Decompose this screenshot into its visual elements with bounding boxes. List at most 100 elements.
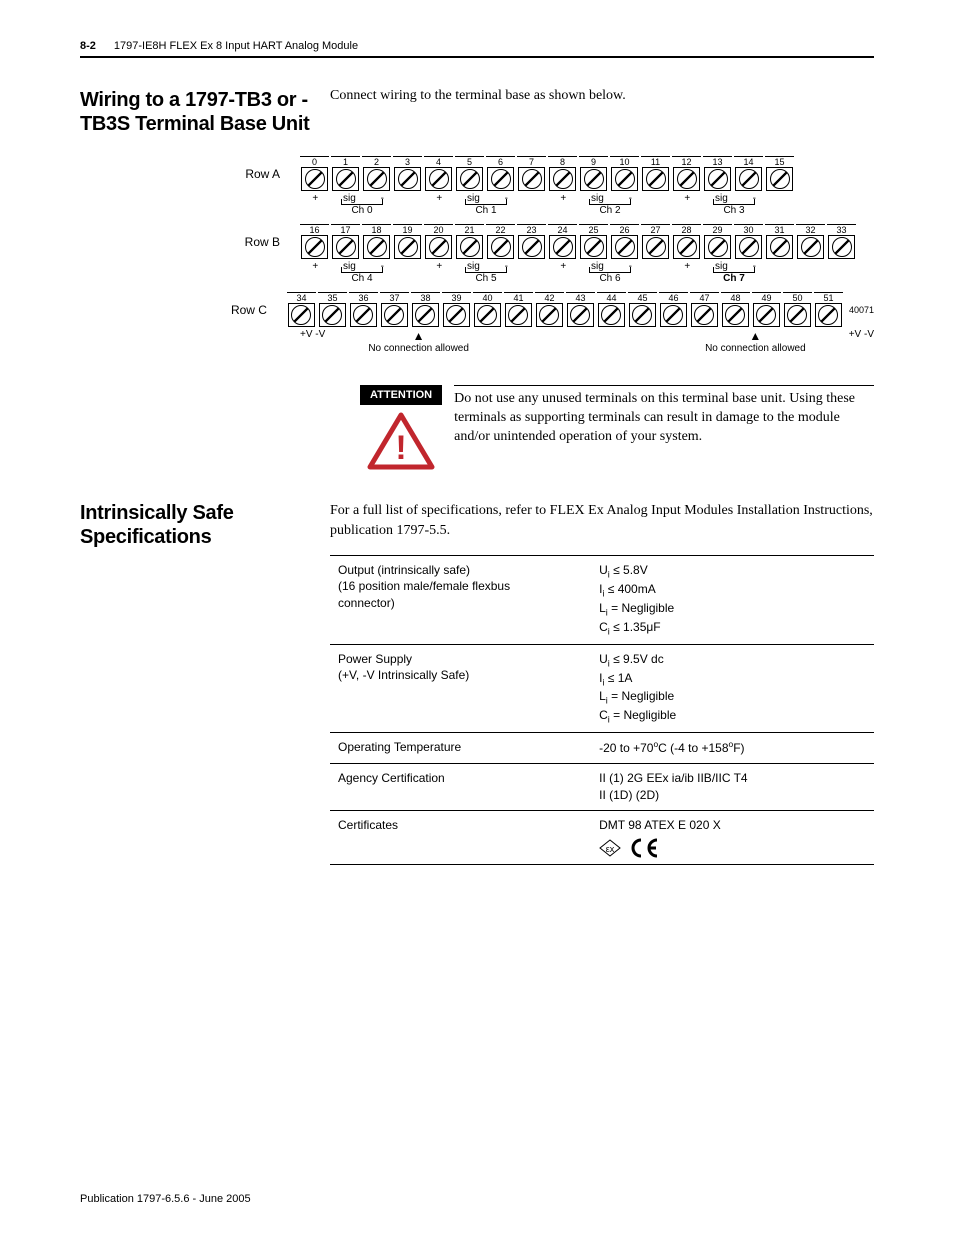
terminal-35: 35: [318, 292, 347, 327]
terminal-46: 46: [659, 292, 688, 327]
page-number: 8-2: [80, 40, 96, 52]
terminal-19: 19: [393, 224, 422, 259]
terminal-36: 36: [349, 292, 378, 327]
row-b-sig: +sig- +sig- +sig- +sig-: [300, 261, 874, 272]
no-conn-right: ▲ No connection allowed: [696, 329, 815, 355]
specs-title: Intrinsically Safe Specifications: [80, 501, 310, 549]
specs-section: Intrinsically Safe Specifications For a …: [80, 501, 874, 864]
row-c: Row C 3435363738394041424344454647484950…: [80, 292, 874, 327]
terminal-48: 48: [721, 292, 750, 327]
terminal-40: 40: [473, 292, 502, 327]
no-conn-text-right: No connection allowed: [696, 343, 815, 355]
attention-left: ATTENTION !: [360, 385, 442, 471]
spec-value: -20 to +70oC (-4 to +158oF): [591, 733, 874, 764]
terminal-7: 7: [517, 156, 546, 191]
rowc-right-v: +V -V: [815, 329, 874, 340]
spec-label: Output (intrinsically safe)(16 position …: [330, 555, 591, 644]
row-a: Row A 0123456789101112131415: [80, 156, 874, 191]
spec-value: Ui ≤ 5.8VIi ≤ 400mALi = NegligibleCi ≤ 1…: [591, 555, 874, 644]
terminal-9: 9: [579, 156, 608, 191]
table-row: Operating Temperature-20 to +70oC (-4 to…: [330, 733, 874, 764]
terminal-39: 39: [442, 292, 471, 327]
spec-label: Agency Certification: [330, 764, 591, 811]
terminal-4: 4: [424, 156, 453, 191]
attention-badge: ATTENTION: [360, 385, 442, 405]
terminal-25: 25: [579, 224, 608, 259]
terminal-18: 18: [362, 224, 391, 259]
terminal-22: 22: [486, 224, 515, 259]
terminal-47: 47: [690, 292, 719, 327]
svg-text:εx: εx: [606, 844, 615, 854]
arrow-up-icon: ▲: [359, 329, 478, 343]
footer: Publication 1797-6.5.6 - June 2005: [80, 1193, 251, 1205]
attention-text: Do not use any unused terminals on this …: [454, 385, 874, 447]
terminal-6: 6: [486, 156, 515, 191]
terminal-29: 29: [703, 224, 732, 259]
attention-block: ATTENTION ! Do not use any unused termin…: [360, 385, 874, 471]
terminal-50: 50: [783, 292, 812, 327]
spec-label: Certificates: [330, 810, 591, 864]
specs-table: Output (intrinsically safe)(16 position …: [330, 555, 874, 865]
terminal-21: 21: [455, 224, 484, 259]
spec-label: Power Supply (+V, -V Intrinsically Safe): [330, 644, 591, 733]
warning-triangle-icon: !: [366, 411, 436, 471]
row-c-labels: +V -V ▲ No connection allowed ▲ No conne…: [300, 329, 874, 355]
wiring-section: Wiring to a 1797-TB3 or -TB3S Terminal B…: [80, 88, 874, 136]
terminal-49: 49: [752, 292, 781, 327]
terminal-51: 51: [814, 292, 843, 327]
page: 8-2 1797-IE8H FLEX Ex 8 Input HART Analo…: [0, 0, 954, 1235]
spec-value: DMT 98 ATEX E 020 Xεx: [591, 810, 874, 864]
terminal-32: 32: [796, 224, 825, 259]
terminal-27: 27: [641, 224, 670, 259]
terminal-26: 26: [610, 224, 639, 259]
terminal-3: 3: [393, 156, 422, 191]
terminal-33: 33: [827, 224, 856, 259]
arrow-up-icon: ▲: [696, 329, 815, 343]
terminal-43: 43: [566, 292, 595, 327]
terminal-37: 37: [380, 292, 409, 327]
terminal-2: 2: [362, 156, 391, 191]
row-b-label: Row B: [80, 235, 300, 249]
terminal-44: 44: [597, 292, 626, 327]
terminal-10: 10: [610, 156, 639, 191]
row-b: Row B 1617181920212223242526272829303132…: [80, 224, 874, 259]
terminal-23: 23: [517, 224, 546, 259]
no-conn-text-left: No connection allowed: [359, 343, 478, 355]
terminal-8: 8: [548, 156, 577, 191]
svg-text:!: !: [395, 429, 406, 467]
table-row: Agency CertificationII (1) 2G EEx ia/ib …: [330, 764, 874, 811]
ex-mark-icon: εx: [599, 839, 621, 857]
diagram-code: 40071: [849, 305, 874, 315]
ce-mark-icon: [627, 838, 661, 858]
header-title: 1797-IE8H FLEX Ex 8 Input HART Analog Mo…: [114, 40, 358, 52]
spec-label: Operating Temperature: [330, 733, 591, 764]
terminal-30: 30: [734, 224, 763, 259]
table-row: Power Supply (+V, -V Intrinsically Safe)…: [330, 644, 874, 733]
terminal-1: 1: [331, 156, 360, 191]
terminal-38: 38: [411, 292, 440, 327]
terminal-15: 15: [765, 156, 794, 191]
page-header: 8-2 1797-IE8H FLEX Ex 8 Input HART Analo…: [80, 40, 874, 58]
specs-intro: For a full list of specifications, refer…: [330, 501, 874, 540]
terminal-16: 16: [300, 224, 329, 259]
row-a-label: Row A: [80, 167, 300, 181]
row-c-label: Row C: [80, 303, 287, 317]
terminal-5: 5: [455, 156, 484, 191]
row-a-sig: +sig- +sig- +sig- +sig-: [300, 193, 874, 204]
terminal-24: 24: [548, 224, 577, 259]
terminal-14: 14: [734, 156, 763, 191]
wiring-title: Wiring to a 1797-TB3 or -TB3S Terminal B…: [80, 88, 310, 136]
row-b-channels: Ch 4Ch 5Ch 6Ch 7: [300, 272, 874, 284]
no-conn-left: ▲ No connection allowed: [359, 329, 478, 355]
row-a-channels: Ch 0Ch 1Ch 2Ch 3: [300, 204, 874, 216]
terminal-13: 13: [703, 156, 732, 191]
table-row: Output (intrinsically safe)(16 position …: [330, 555, 874, 644]
spec-value: Ui ≤ 9.5V dcIi ≤ 1ALi = NegligibleCi = N…: [591, 644, 874, 733]
rowc-left-v: +V -V: [300, 329, 359, 340]
terminal-31: 31: [765, 224, 794, 259]
terminal-0: 0: [300, 156, 329, 191]
terminal-45: 45: [628, 292, 657, 327]
terminal-17: 17: [331, 224, 360, 259]
terminal-11: 11: [641, 156, 670, 191]
terminal-34: 34: [287, 292, 316, 327]
